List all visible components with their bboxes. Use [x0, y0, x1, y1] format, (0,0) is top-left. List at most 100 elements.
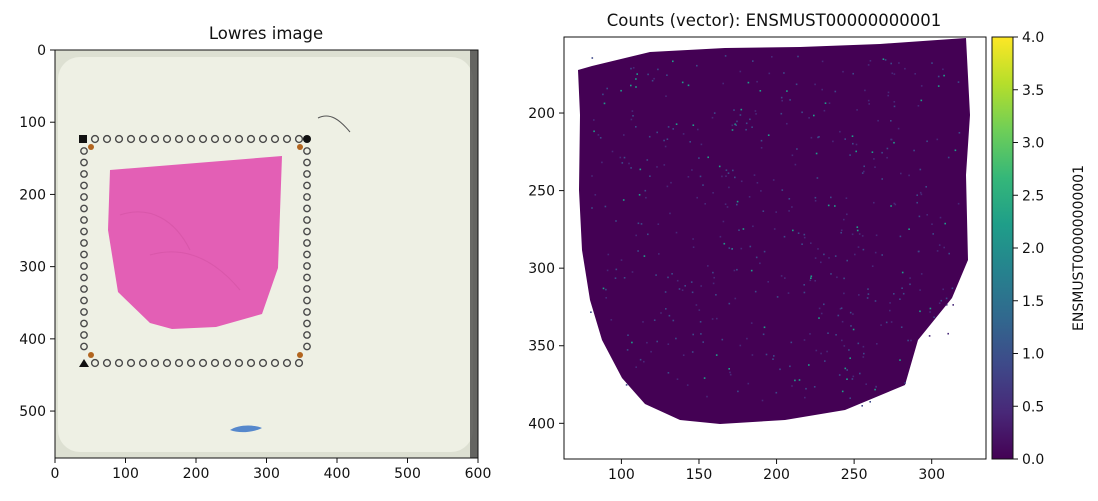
expression-spot [871, 265, 874, 267]
expression-spot [773, 355, 775, 357]
expression-spot [630, 118, 633, 121]
fiducial-ring [80, 239, 88, 247]
expression-spot [890, 62, 892, 65]
fiducial-ring [80, 296, 88, 305]
spot-region [578, 38, 970, 424]
fiducial-ring [150, 358, 160, 368]
fiducial-ring [303, 331, 311, 339]
expression-spot [668, 314, 671, 317]
expression-spot [875, 385, 877, 388]
fiducial-ring [303, 239, 311, 247]
expression-spot [591, 207, 593, 209]
y-tick-label: 250 [528, 184, 555, 200]
expression-spot [752, 225, 754, 228]
fiducial-ring [210, 134, 220, 144]
fiducial-ring [303, 158, 311, 167]
expression-spot [772, 358, 774, 360]
expression-spot [621, 162, 624, 164]
x-tick-label: 400 [324, 466, 351, 482]
expression-spot [947, 156, 950, 159]
expression-spot [590, 311, 592, 313]
expression-spot [834, 255, 837, 257]
expression-spot [846, 213, 848, 216]
expression-spot [783, 235, 786, 238]
fiducial-ring [303, 319, 311, 328]
expression-spot [859, 372, 861, 375]
colorbar-tick-label: 2.0 [1022, 241, 1044, 257]
expression-spot [843, 277, 845, 280]
expression-spot [900, 326, 903, 328]
expression-spot [750, 269, 753, 272]
expression-spot [748, 196, 751, 198]
corner-marker [88, 352, 94, 358]
expression-spot [919, 310, 921, 313]
expression-spot [642, 321, 644, 323]
expression-spot [669, 212, 671, 215]
fiducial-ring [80, 147, 88, 155]
expression-spot [763, 326, 766, 329]
colorbar-tick-label: 0.0 [1022, 452, 1044, 468]
expression-spot [890, 138, 892, 141]
expression-spot [667, 276, 669, 279]
fiducial-ring [303, 273, 311, 282]
y-tick-label: 500 [19, 404, 46, 420]
expression-spot [791, 206, 793, 208]
corner-marker [88, 144, 94, 150]
expression-spot [727, 172, 730, 174]
expression-spot [887, 94, 889, 97]
expression-spot [775, 211, 777, 213]
expression-spot [893, 73, 896, 75]
fiducial-ring [294, 134, 304, 144]
expression-spot [813, 386, 816, 388]
expression-spot [745, 122, 748, 125]
expression-spot [783, 72, 785, 74]
expression-spot [754, 110, 757, 112]
expression-spot [736, 203, 738, 206]
expression-spot [721, 175, 723, 178]
fiducial-ring [114, 134, 124, 144]
y-tick-label: 100 [19, 115, 46, 131]
expression-spot [803, 236, 806, 239]
expression-spot [958, 132, 961, 134]
fiducial-ring [234, 134, 244, 144]
expression-spot [731, 124, 734, 127]
expression-spot [881, 254, 883, 256]
expression-spot [891, 72, 894, 75]
expression-spot [670, 181, 672, 184]
expression-spot [630, 84, 632, 87]
expression-spot [808, 117, 810, 119]
expression-spot [898, 62, 900, 64]
expression-spot [657, 68, 659, 71]
expression-spot [786, 122, 788, 125]
fiducial-ring [222, 358, 232, 368]
expression-spot [725, 169, 728, 171]
expression-spot [724, 55, 727, 57]
expression-spot [904, 382, 906, 384]
fiducial-ring [303, 342, 311, 351]
expression-spot [852, 72, 854, 75]
y-tick-label: 300 [19, 260, 46, 276]
y-tick-label: 300 [528, 261, 555, 277]
expression-spot [721, 338, 724, 341]
expression-spot [756, 80, 758, 83]
fiducial-ring [282, 358, 292, 368]
expression-spot [734, 176, 736, 179]
expression-spot [867, 99, 870, 102]
expression-spot [692, 333, 694, 336]
expression-spot [663, 139, 665, 142]
expression-spot [813, 114, 815, 117]
expression-spot [901, 287, 903, 289]
expression-spot [794, 163, 797, 166]
expression-spot [760, 190, 762, 192]
expression-spot [864, 89, 866, 92]
expression-spot [889, 302, 891, 304]
expression-spot [869, 60, 872, 62]
fiducial-ring [270, 134, 280, 144]
fiducial-ring [174, 358, 184, 368]
expression-spot [734, 123, 736, 126]
expression-spot [719, 235, 722, 238]
expression-spot [944, 222, 946, 225]
fiducial-triangle [79, 359, 89, 367]
expression-spot [882, 58, 885, 60]
expression-spot [728, 247, 731, 249]
